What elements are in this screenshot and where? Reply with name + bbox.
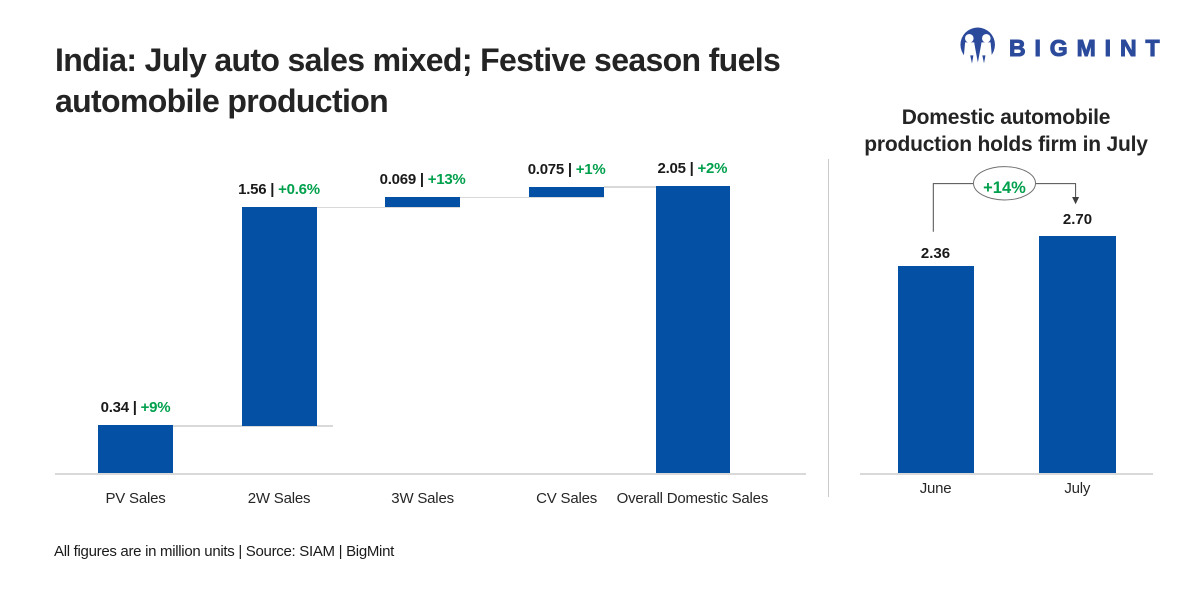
svg-text:+14%: +14% (983, 179, 1026, 197)
